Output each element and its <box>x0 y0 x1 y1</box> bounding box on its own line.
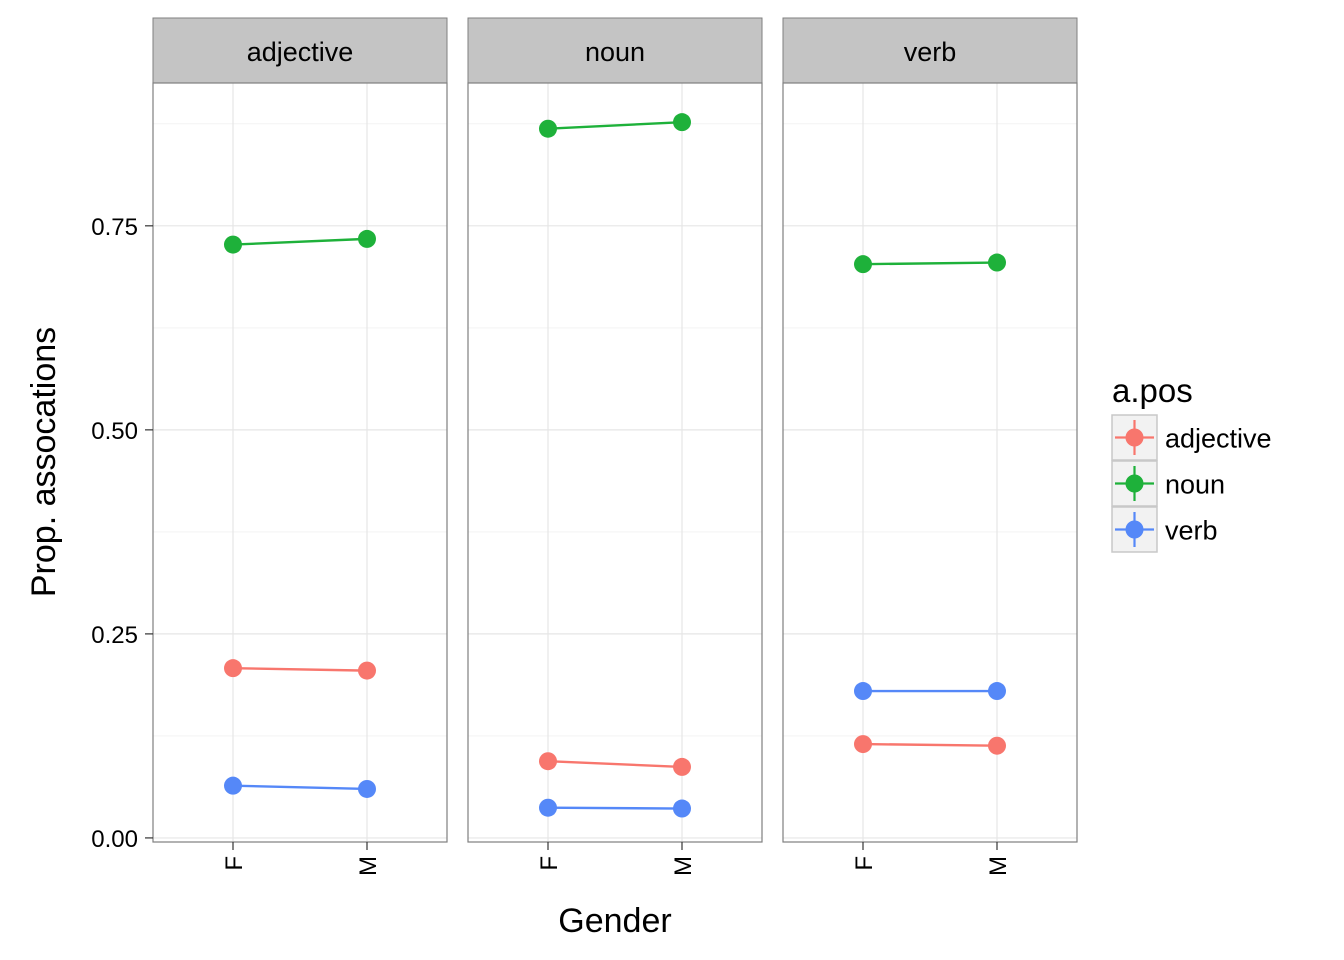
point-noun-F <box>539 119 557 138</box>
legend-key-point <box>1125 428 1144 447</box>
legend: a.pos adjective noun verb <box>1111 372 1272 553</box>
panel-border <box>782 82 1078 843</box>
point-noun-F <box>224 235 242 254</box>
series-line-adjective <box>232 666 368 672</box>
point-adjective-F <box>224 659 242 678</box>
series-line-adjective <box>862 742 998 747</box>
facet-strip-label: verb <box>904 37 957 67</box>
legend-key-point <box>1125 474 1144 493</box>
plot-area <box>153 83 447 842</box>
legend-item-noun: noun <box>1111 460 1225 507</box>
x-tick-label: F <box>851 856 878 871</box>
facet-strip-label: noun <box>585 37 645 67</box>
point-adjective-M <box>358 661 376 680</box>
point-noun-M <box>673 113 691 132</box>
point-verb-M <box>988 682 1006 701</box>
point-adjective-M <box>673 757 691 776</box>
facet-panel-verb: verb F M <box>782 17 1078 876</box>
facet-strip-label: adjective <box>247 37 354 67</box>
plot-area <box>468 83 762 842</box>
point-noun-F <box>854 255 872 274</box>
plot-area <box>783 83 1077 842</box>
panel-border <box>467 82 763 843</box>
point-verb-M <box>673 799 691 818</box>
y-axis-title: Prop. assocations <box>25 327 63 597</box>
series-line-noun <box>547 120 683 130</box>
x-tick-label: F <box>221 856 248 871</box>
y-tick-label: 0.25 <box>91 622 138 649</box>
y-tick-label: 0.75 <box>91 214 138 241</box>
facet-panel-adjective: adjective F M <box>152 17 448 876</box>
facet-strip <box>467 17 763 84</box>
legend-label: adjective <box>1165 424 1272 454</box>
x-axis-title: Gender <box>558 902 671 940</box>
facet-strip <box>152 17 448 84</box>
legend-item-verb: verb <box>1111 506 1218 553</box>
facet-panel-noun: noun F M <box>467 17 763 876</box>
y-tick-label: 0.00 <box>91 826 138 853</box>
panel-border <box>152 82 448 843</box>
facet-strip <box>782 17 1078 84</box>
point-adjective-F <box>539 752 557 771</box>
point-verb-M <box>358 779 376 798</box>
series-line-noun <box>232 237 368 246</box>
legend-label: noun <box>1165 470 1225 500</box>
point-verb-F <box>224 776 242 795</box>
point-noun-M <box>358 229 376 248</box>
point-verb-F <box>854 682 872 701</box>
series-line-verb <box>547 806 683 810</box>
legend-title: a.pos <box>1112 372 1193 409</box>
point-adjective-F <box>854 735 872 754</box>
series-line-verb <box>232 784 368 791</box>
legend-key-point <box>1125 520 1144 539</box>
point-noun-M <box>988 253 1006 272</box>
legend-item-adjective: adjective <box>1111 414 1272 461</box>
y-axis: 0.00 0.25 0.50 0.75 <box>91 214 153 853</box>
x-tick-label: M <box>355 856 382 876</box>
point-verb-F <box>539 798 557 817</box>
y-tick-label: 0.50 <box>91 418 138 445</box>
x-tick-label: M <box>670 856 697 876</box>
series-line-noun <box>862 261 998 266</box>
x-tick-label: F <box>536 856 563 871</box>
x-tick-label: M <box>985 856 1012 876</box>
point-adjective-M <box>988 736 1006 755</box>
series-line-adjective <box>547 760 683 769</box>
legend-label: verb <box>1165 516 1218 546</box>
